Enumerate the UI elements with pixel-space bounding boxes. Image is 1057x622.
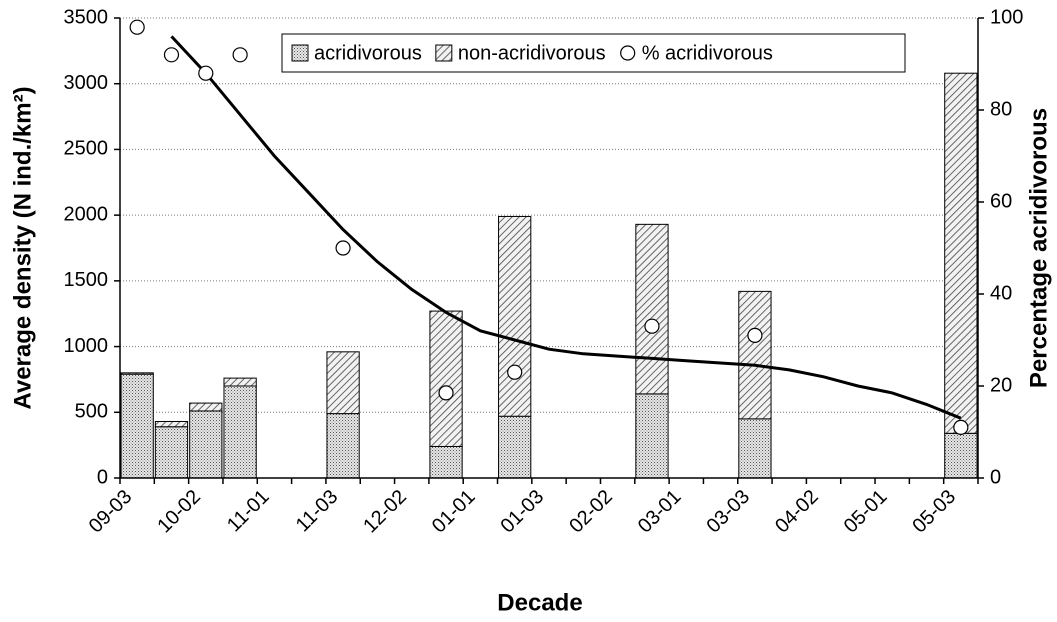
x-tick-label: 01-01 (428, 486, 480, 538)
percent-point (644, 318, 660, 334)
bar-segment (189, 402, 223, 412)
percent-point (335, 240, 351, 256)
x-tick-label: 09-03 (85, 486, 137, 538)
bar-segment (189, 410, 223, 479)
percent-point (163, 47, 180, 63)
legend-marker (620, 45, 636, 61)
bar-segment (223, 385, 257, 479)
bar-segment (154, 426, 189, 479)
bar-segment (223, 377, 257, 387)
percent-point (232, 47, 248, 63)
bar-segment (429, 445, 463, 479)
y2-tick-label: 100 (990, 6, 1023, 28)
y-tick-label: 0 (97, 466, 108, 488)
y2-tick-label: 40 (990, 282, 1012, 304)
y2-tick-label: 20 (990, 374, 1012, 396)
legend-label: acridivorous (314, 42, 422, 64)
x-tick-label: 10-02 (153, 486, 205, 538)
x-tick-label: 05-01 (840, 486, 892, 538)
x-tick-label: 03-03 (702, 486, 754, 538)
bar-segment (154, 420, 189, 428)
x-tick-label: 05-03 (908, 486, 960, 538)
bar-segment (738, 290, 772, 420)
bar-segment (635, 393, 669, 479)
percent-point (953, 419, 969, 435)
x-tick-label: 11-03 (292, 486, 343, 537)
y-axis-title: Average density (N ind./km²) (9, 86, 36, 409)
bar-segment (326, 413, 360, 479)
y-tick-label: 3500 (64, 6, 109, 28)
bar-segment (326, 351, 360, 415)
y-tick-label: 2500 (64, 138, 109, 160)
percent-point (129, 19, 145, 35)
y-tick-label: 2000 (64, 203, 109, 225)
y2-axis-title: Percentage acridivorous (1025, 108, 1052, 388)
y-tick-label: 500 (75, 401, 108, 423)
legend-label: % acridivorous (642, 42, 773, 64)
legend-box (281, 33, 906, 73)
legend-swatch (435, 44, 453, 62)
x-tick-label: 11-01 (223, 486, 274, 537)
y2-tick-label: 60 (990, 190, 1012, 212)
trend-line (170, 35, 962, 420)
bar-segment (498, 415, 532, 479)
bar-segment (120, 373, 154, 479)
x-tick-label: 12-02 (359, 486, 411, 538)
y-tick-label: 3000 (64, 72, 109, 94)
x-tick-label: 01-03 (497, 486, 549, 538)
x-tick-label: 04-02 (771, 486, 823, 538)
y2-tick-label: 0 (990, 466, 1001, 488)
legend-swatch (291, 44, 309, 62)
y2-tick-label: 80 (990, 98, 1012, 120)
bar-segment (429, 310, 463, 447)
bar-segment (944, 72, 978, 434)
bar-segment (738, 418, 772, 479)
legend-label: non-acridivorous (458, 42, 606, 64)
percent-point (747, 327, 763, 343)
y-tick-label: 1000 (64, 335, 109, 357)
bar-segment (120, 372, 154, 375)
x-axis-title: Decade (497, 589, 582, 616)
percent-point (198, 65, 214, 81)
x-tick-label: 02-02 (565, 486, 617, 538)
bar-segment (635, 223, 669, 395)
x-tick-label: 03-01 (634, 486, 686, 538)
y-tick-label: 1500 (64, 269, 109, 291)
bar-segment (498, 215, 532, 417)
percent-point (507, 364, 523, 380)
percent-point (438, 385, 454, 401)
bar-segment (944, 432, 978, 479)
